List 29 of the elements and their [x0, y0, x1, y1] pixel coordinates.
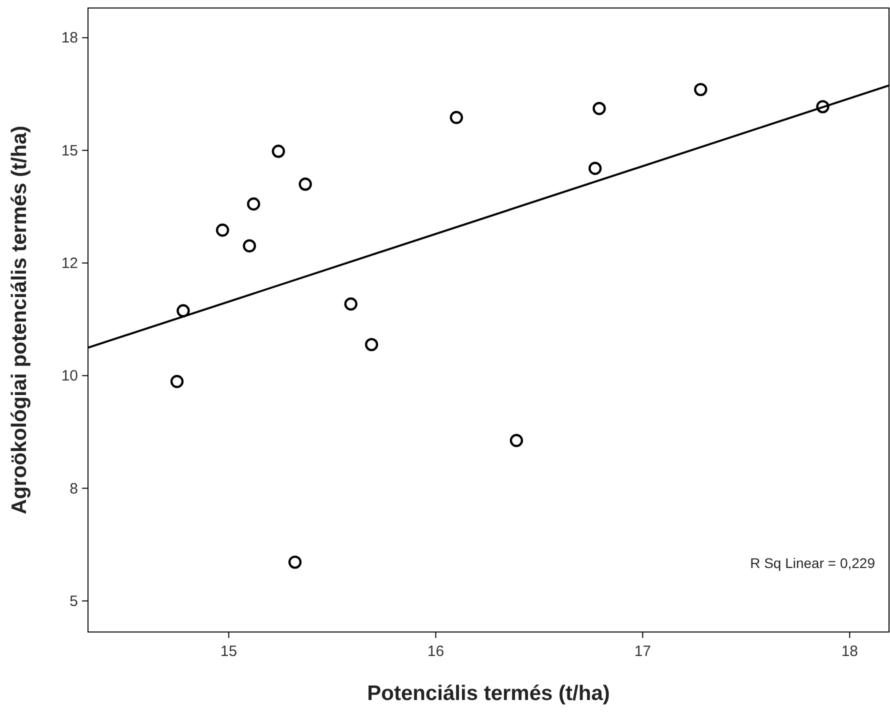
x-tick-label: 15: [220, 643, 238, 660]
point: [816, 100, 830, 114]
point: [592, 102, 606, 116]
point: [364, 338, 378, 352]
y-tick-label: 10: [61, 368, 78, 385]
point: [176, 304, 190, 318]
point: [588, 162, 602, 175]
x-tick-label: 16: [427, 643, 444, 660]
x-tick-label: 18: [841, 643, 858, 660]
y-tick-label: 15: [61, 142, 78, 160]
point: [344, 297, 358, 311]
point: [246, 197, 260, 211]
point: [170, 374, 184, 388]
point: [272, 144, 286, 158]
point: [450, 110, 464, 124]
point: [242, 239, 256, 252]
point: [694, 82, 708, 96]
point: [288, 556, 302, 569]
point: [298, 178, 312, 191]
x-tick-label: 17: [634, 643, 652, 660]
y-tick-label: 18: [61, 30, 78, 47]
x-axis-title: Potenciális termés (t/ha): [367, 682, 610, 705]
y-tick-label: 12: [61, 255, 78, 272]
y-tick-label: 8: [70, 480, 78, 498]
point: [216, 224, 230, 237]
y-tick-label: 5: [70, 592, 78, 610]
annotation: R Sq Linear = 0,229: [750, 555, 876, 571]
y-axis-title: Agroökológiai potenciális termés (t/ha): [8, 126, 31, 514]
point: [510, 434, 524, 448]
